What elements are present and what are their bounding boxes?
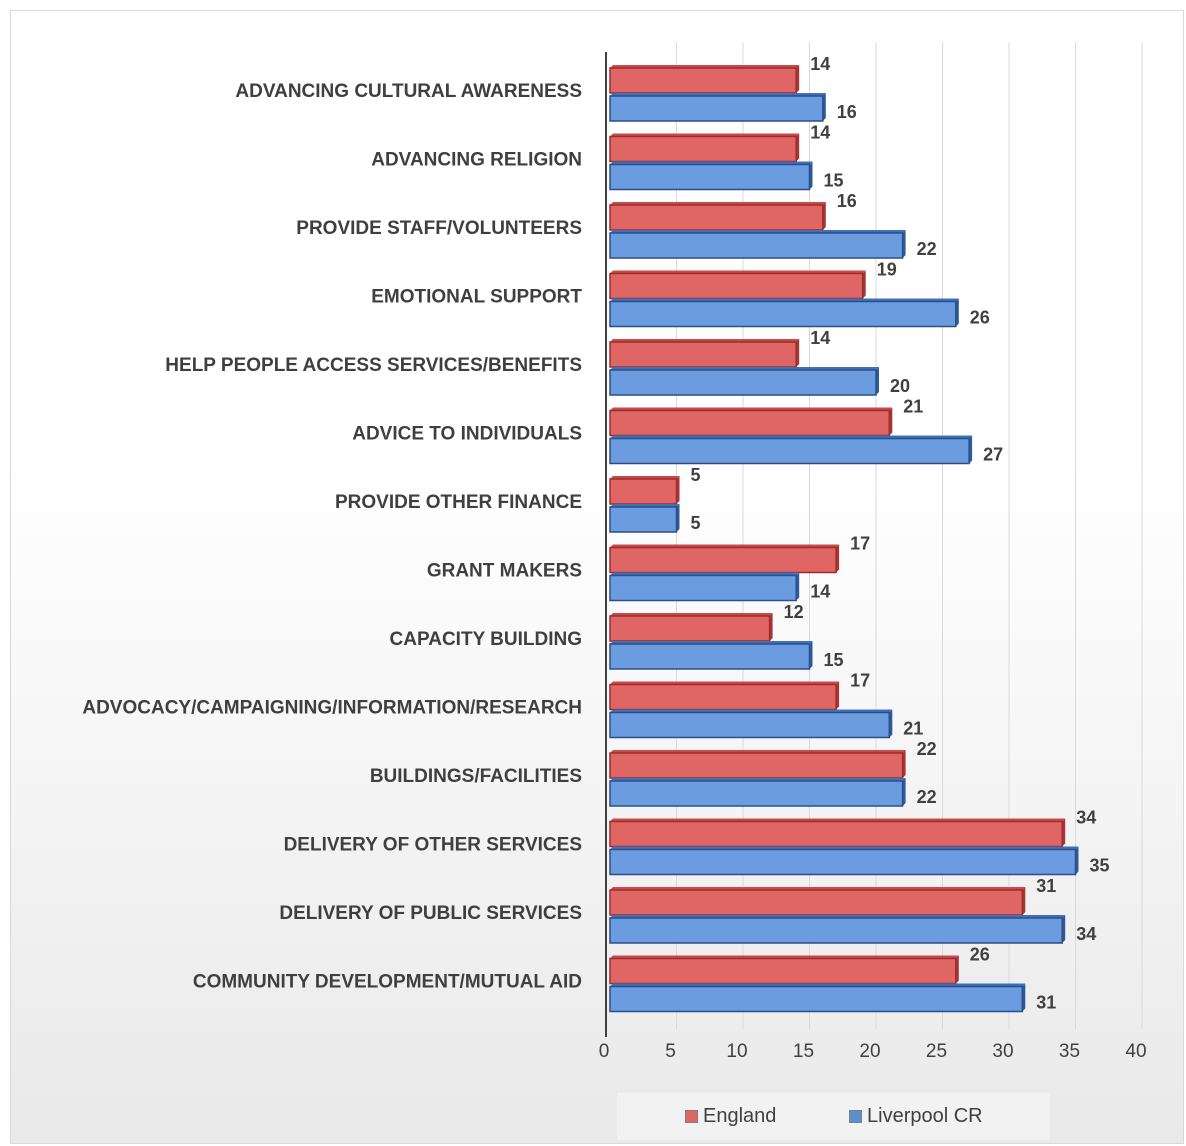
legend-label-england: England — [703, 1104, 777, 1127]
bar-england — [609, 272, 864, 300]
bar-liverpool — [609, 437, 970, 465]
category-label: ADVICE TO INDIVIDUALS — [352, 424, 582, 445]
legend: England Liverpool CR — [617, 1093, 1050, 1140]
bars — [609, 65, 1079, 1013]
data-label: 21 — [903, 397, 923, 417]
data-label: 14 — [810, 123, 830, 143]
chart-frame — [10, 10, 1184, 1144]
data-label: 26 — [970, 308, 990, 328]
data-label: 31 — [1036, 993, 1056, 1013]
category-label: HELP PEOPLE ACCESS SERVICES/BENEFITS — [165, 355, 582, 376]
x-tick-label: 10 — [726, 1041, 747, 1062]
category-label: ADVANCING RELIGION — [371, 150, 582, 171]
bar-side — [796, 339, 800, 367]
data-label: 26 — [970, 945, 990, 965]
legend-item-england: England — [685, 1104, 776, 1128]
data-label: 14 — [810, 328, 830, 348]
bar-england — [609, 341, 797, 368]
category-label: EMOTIONAL SUPPORT — [371, 287, 582, 308]
data-label: 17 — [850, 534, 870, 554]
bar-liverpool — [609, 95, 824, 122]
bar-england — [609, 67, 797, 94]
bar-side — [796, 133, 800, 162]
bar-liverpool — [609, 711, 891, 739]
bar-liverpool — [609, 985, 1024, 1013]
data-label: 16 — [837, 191, 857, 211]
category-label: PROVIDE STAFF/VOLUNTEERS — [296, 218, 582, 239]
data-label: 12 — [784, 602, 804, 622]
x-tick-label: 15 — [793, 1041, 814, 1062]
bar-liverpool — [609, 369, 877, 396]
bar-side — [862, 270, 866, 299]
data-label: 15 — [824, 650, 844, 670]
legend-label-liverpool: Liverpool CR — [867, 1104, 983, 1127]
x-tick-label: 30 — [992, 1041, 1013, 1062]
data-label: 22 — [917, 739, 937, 759]
bar-england — [609, 546, 837, 574]
bar-england — [609, 889, 1024, 916]
data-label: 17 — [850, 671, 870, 691]
data-label: 27 — [983, 445, 1003, 465]
bar-liverpool — [609, 574, 797, 602]
category-label: BUILDINGS/FACILITIES — [370, 766, 582, 787]
data-label: 35 — [1090, 856, 1110, 876]
data-label: 34 — [1076, 808, 1096, 828]
data-label: 21 — [903, 719, 923, 739]
category-label: DELIVERY OF OTHER SERVICES — [284, 835, 582, 856]
data-label: 19 — [877, 260, 897, 280]
data-label: 31 — [1036, 876, 1056, 896]
bar-liverpool — [609, 506, 678, 533]
bar-liverpool — [609, 163, 811, 191]
data-label: 34 — [1076, 924, 1096, 944]
bar-liverpool — [609, 643, 811, 670]
data-label: 14 — [810, 582, 830, 602]
bar-liverpool — [609, 300, 957, 328]
legend-swatch-england — [685, 1109, 698, 1123]
bar-england — [609, 820, 1063, 848]
bar-liverpool — [609, 780, 904, 807]
legend-swatch-liverpool — [849, 1109, 862, 1123]
bar-england — [609, 409, 891, 437]
legend-item-liverpool: Liverpool CR — [849, 1104, 983, 1128]
category-label: COMMUNITY DEVELOPMENT/MUTUAL AID — [193, 972, 582, 993]
bar-side — [796, 572, 800, 601]
labels: 0 5 10 15 20 25 30 35 40 ADVANCING CULTURAL AWARE… — [82, 54, 1146, 1062]
x-tick-label: 40 — [1125, 1041, 1146, 1062]
category-label: CAPACITY BUILDING — [390, 629, 582, 650]
data-label: 20 — [890, 376, 910, 396]
bar-england — [609, 752, 904, 779]
bar-side — [796, 65, 800, 93]
bar-england — [609, 478, 678, 505]
x-tick-label: 35 — [1059, 1041, 1080, 1062]
data-label: 5 — [691, 513, 701, 533]
category-label: GRANT MAKERS — [427, 561, 582, 582]
bar-liverpool — [609, 232, 904, 259]
x-tick-label: 25 — [926, 1041, 947, 1062]
category-label: DELIVERY OF PUBLIC SERVICES — [279, 903, 582, 924]
bar-england — [609, 683, 837, 711]
x-tick-label: 0 — [599, 1041, 610, 1062]
data-label: 5 — [691, 465, 701, 485]
x-tick-label: 20 — [859, 1041, 880, 1062]
x-tick-label: 5 — [665, 1041, 676, 1062]
bar-england — [609, 204, 824, 231]
bar-liverpool — [609, 848, 1077, 876]
category-label: ADVANCING CULTURAL AWARENESS — [235, 81, 582, 102]
bar-liverpool — [609, 917, 1063, 944]
bar-england — [609, 957, 957, 985]
category-label: PROVIDE OTHER FINANCE — [335, 492, 582, 513]
bar-england — [609, 135, 797, 163]
data-label: 15 — [824, 171, 844, 191]
data-label: 14 — [810, 54, 830, 74]
data-label: 22 — [917, 239, 937, 259]
data-label: 16 — [837, 102, 857, 122]
bar-england — [609, 615, 771, 642]
data-label: 22 — [917, 787, 937, 807]
category-label: ADVOCACY/CAMPAIGNING/INFORMATION/RESEARC… — [82, 698, 582, 719]
